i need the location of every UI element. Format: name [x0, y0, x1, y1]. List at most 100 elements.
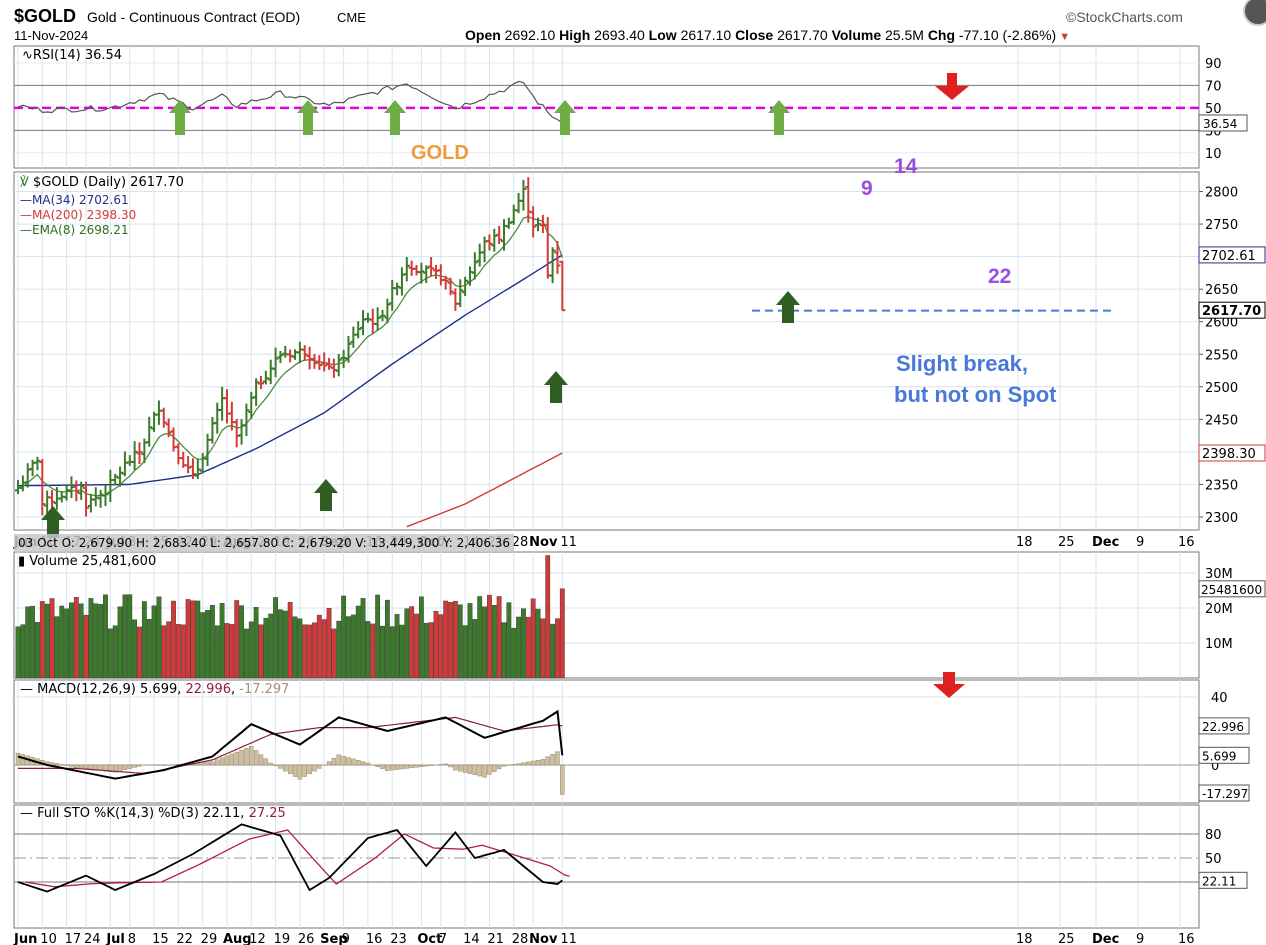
macd-histogram-bar	[312, 764, 317, 772]
volume-bar	[268, 613, 274, 679]
volume-bar	[30, 605, 35, 679]
macd-histogram-bar	[409, 764, 414, 769]
volume-bar	[336, 620, 342, 679]
volume-bar	[516, 616, 521, 679]
macd-histogram-bar	[390, 764, 395, 771]
sto-d-line	[25, 829, 570, 888]
volume-bar	[414, 613, 419, 679]
macd-histogram-bar	[467, 764, 473, 774]
volume-bar	[389, 626, 395, 679]
brand-logo: ©StockCharts.com	[1066, 9, 1183, 25]
axis-labels: 2800275027002650260025502500245024002350…	[13, 57, 1266, 945]
volume-bar	[448, 602, 453, 679]
macd-legend-hist: -17.297	[239, 682, 290, 697]
macd-histogram-bar	[297, 764, 303, 780]
volume-bar	[380, 625, 385, 679]
close-icon[interactable]	[1243, 0, 1266, 26]
volume-bar	[64, 608, 70, 679]
price-panel-frame	[13, 171, 1200, 531]
volume-bar	[326, 608, 332, 679]
dark-green-up-arrow-icon	[314, 479, 338, 511]
bottom-x-axis-label: 22	[176, 932, 193, 945]
rsi-icon: ∿	[22, 48, 33, 63]
volume-bar	[501, 622, 507, 679]
volume-bar	[224, 623, 230, 679]
green-up-arrow-icon	[554, 100, 576, 135]
macd-histogram-bar	[200, 762, 205, 766]
sto-k-line	[17, 823, 563, 893]
macd-histogram-bar	[341, 755, 346, 766]
price-tick-label: 2300	[1205, 511, 1238, 526]
macd-histogram-bar	[516, 763, 521, 766]
volume-bar	[355, 605, 361, 679]
macd-histogram-bar	[535, 759, 541, 766]
dark-green-up-arrow-icon	[41, 506, 65, 538]
macd-histogram-bar	[331, 758, 337, 766]
volume-bar	[219, 603, 225, 679]
bottom-x-axis-label: 14	[463, 932, 480, 945]
macd-histogram-bar	[453, 764, 458, 771]
volume-bar	[423, 622, 429, 679]
open-value: 2692.10	[504, 27, 556, 43]
volume-bar	[278, 609, 283, 679]
volume-bar	[292, 616, 298, 679]
low-value: 2617.10	[680, 27, 732, 43]
macd-histogram-bar	[278, 764, 283, 769]
bottom-x-axis-label: 28	[512, 932, 529, 945]
macd-histogram-bar	[268, 762, 273, 766]
volume-bar	[530, 598, 536, 679]
volume-bar	[555, 618, 560, 679]
macd-histogram-bar	[550, 754, 555, 766]
volume-bar	[273, 597, 278, 679]
macd-histogram-bar	[49, 762, 55, 766]
volume-bar	[171, 600, 176, 679]
volume-bar	[20, 624, 26, 679]
macd-histogram-bar	[292, 764, 298, 777]
volume-bar	[521, 608, 526, 679]
macd-histogram-bar	[249, 746, 254, 766]
macd-histogram-bar	[127, 764, 132, 769]
macd-histogram-bar	[404, 764, 409, 769]
macd-value-tag-box	[1198, 784, 1250, 802]
macd-value-tag-box	[1198, 717, 1250, 735]
macd-histogram-bar	[351, 758, 356, 766]
macd-histogram-bar	[108, 764, 113, 772]
ma200-line	[406, 452, 563, 528]
price-tick-label: 2650	[1205, 283, 1238, 298]
macd-histogram-bar	[482, 764, 487, 778]
volume-bar	[107, 628, 113, 679]
ma34-legend-text: MA(34) 2702.61	[32, 193, 129, 207]
brand-name: StockCharts.com	[1076, 9, 1183, 25]
volume-bar	[200, 612, 206, 679]
macd-histogram-bar	[530, 760, 536, 766]
volume-value: 25.5M	[885, 27, 924, 43]
volume-bar	[394, 614, 400, 679]
volume-bar	[175, 624, 181, 679]
bottom-x-axis-label: Sep	[320, 932, 348, 945]
rsi-value-tag: 36.54	[1203, 117, 1237, 131]
volume-bar	[506, 602, 512, 679]
macd-histogram-bar	[263, 758, 269, 766]
volume-bar	[88, 598, 94, 679]
volume-bar	[282, 610, 288, 679]
volume-bar	[472, 619, 478, 679]
high-value: 2693.40	[594, 27, 645, 43]
macd-histogram-bar	[375, 764, 380, 768]
macd-histogram-bar	[385, 764, 390, 771]
volume-bar	[15, 626, 21, 679]
volume-legend-text: Volume 25,481,600	[29, 554, 157, 569]
macd-histogram-bar	[132, 764, 137, 768]
bottom-x-axis-label: 7	[439, 932, 447, 945]
volume-bar	[375, 594, 381, 679]
macd-histogram-bar	[428, 764, 434, 766]
macd-tick-label: 0	[1211, 759, 1219, 774]
ma34-line	[18, 254, 563, 487]
macd-histogram-bar	[219, 757, 225, 766]
volume-bar	[263, 617, 269, 679]
volume-bar	[384, 599, 390, 679]
volume-bar	[49, 598, 55, 679]
panel-frames	[13, 45, 1200, 929]
macd-histogram-bar	[287, 764, 293, 775]
macd-histogram-bar	[88, 764, 94, 770]
price-x-axis-label: 9	[1136, 535, 1144, 550]
